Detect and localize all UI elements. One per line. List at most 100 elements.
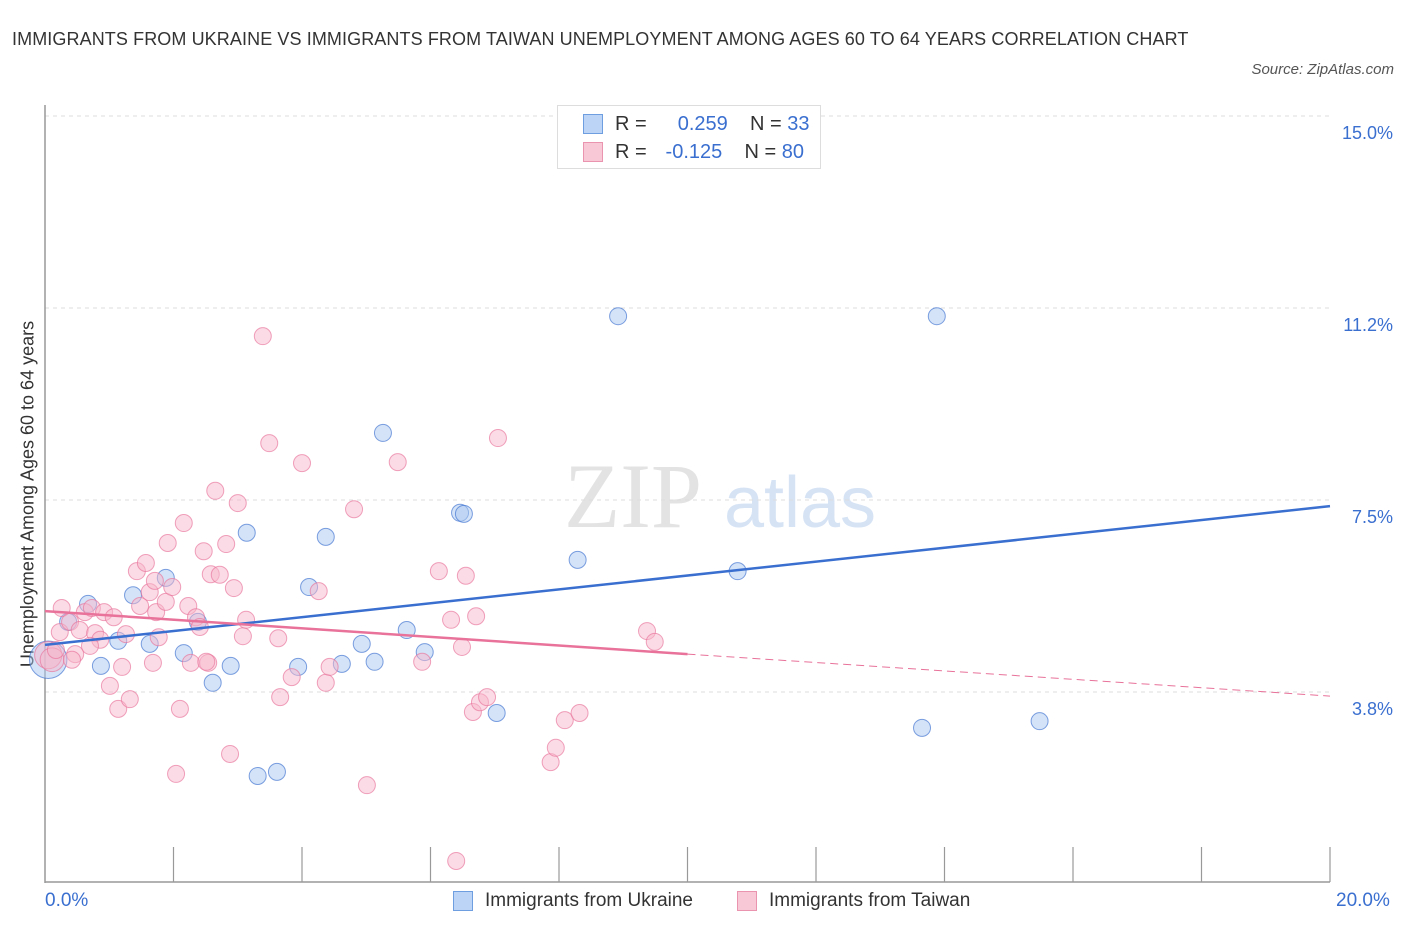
- taiwan-point: [194, 542, 213, 561]
- taiwan-point: [271, 688, 290, 707]
- chart-title: IMMIGRANTS FROM UKRAINE VS IMMIGRANTS FR…: [12, 29, 1189, 49]
- taiwan-point: [316, 673, 335, 692]
- taiwan-point: [181, 653, 200, 672]
- ukraine-point: [487, 703, 506, 722]
- ukraine-trend-line: [44, 504, 1331, 647]
- taiwan-point: [145, 571, 164, 590]
- taiwan-point: [388, 453, 407, 472]
- r-label: R =: [615, 140, 647, 163]
- taiwan-point: [116, 625, 135, 644]
- taiwan-point: [555, 711, 574, 730]
- watermark-atlas: atlas: [724, 463, 876, 543]
- taiwan-point: [113, 657, 132, 676]
- ukraine-point: [1030, 712, 1049, 731]
- taiwan-point: [62, 650, 81, 669]
- y-tick-label: 3.8%: [1352, 699, 1393, 719]
- ukraine-point: [237, 523, 256, 542]
- ukraine-point: [454, 504, 473, 523]
- x-tick-label-min: 0.0%: [45, 890, 89, 911]
- taiwan-point: [217, 535, 236, 554]
- watermark-zip: ZIP: [564, 445, 702, 547]
- taiwan-point: [70, 621, 89, 640]
- taiwan-point: [345, 500, 364, 519]
- taiwan-point: [320, 657, 339, 676]
- taiwan-point: [442, 610, 461, 629]
- taiwan-swatch: [583, 142, 603, 162]
- ukraine-point: [203, 673, 222, 692]
- taiwan-point: [260, 434, 279, 453]
- taiwan-point: [197, 652, 216, 671]
- taiwan-point: [357, 776, 376, 795]
- taiwan-point: [224, 579, 243, 598]
- taiwan-point: [546, 738, 565, 757]
- r-label: R =: [615, 112, 647, 135]
- taiwan-point: [221, 744, 240, 763]
- y-tick-label: 7.5%: [1352, 507, 1393, 527]
- taiwan-point: [570, 703, 589, 722]
- taiwan-point: [282, 668, 301, 687]
- legend-row-ukraine: R = 0.259 N = 33: [583, 112, 810, 136]
- n-value: 80: [781, 140, 804, 163]
- taiwan-point: [210, 565, 229, 584]
- taiwan-point: [447, 851, 466, 870]
- legend-row-taiwan: R = -0.125 N = 80: [583, 140, 804, 164]
- ukraine-point: [568, 550, 587, 569]
- taiwan-point: [309, 582, 328, 601]
- taiwan-point: [109, 699, 128, 718]
- ukraine-point: [927, 307, 946, 326]
- r-value: 0.259: [677, 112, 728, 135]
- taiwan-swatch: [737, 891, 757, 911]
- legend-item-taiwan: Immigrants from Taiwan: [737, 890, 970, 912]
- taiwan-point: [143, 653, 162, 672]
- taiwan-point: [467, 607, 486, 626]
- ukraine-swatch: [453, 891, 473, 911]
- taiwan-point: [233, 627, 252, 646]
- ukraine-point: [91, 656, 110, 675]
- ukraine-point: [609, 307, 628, 326]
- taiwan-point: [645, 632, 664, 651]
- ukraine-point: [373, 423, 392, 442]
- ukraine-point: [352, 634, 371, 653]
- taiwan-point: [100, 676, 119, 695]
- ukraine-point: [316, 527, 335, 546]
- ukraine-point: [913, 718, 932, 737]
- taiwan-point: [456, 566, 475, 585]
- taiwan-point: [136, 553, 155, 572]
- taiwan-point: [478, 688, 497, 707]
- taiwan-point: [46, 641, 65, 660]
- ukraine-point: [365, 652, 384, 671]
- r-value: -0.125: [665, 140, 723, 163]
- taiwan-point: [163, 578, 182, 597]
- legend-item-ukraine: Immigrants from Ukraine: [453, 890, 693, 912]
- taiwan-point: [156, 592, 175, 611]
- taiwan-trend-line: [44, 609, 688, 656]
- x-tick-label-max: 20.0%: [1336, 890, 1390, 911]
- taiwan-point: [488, 429, 507, 448]
- taiwan-point: [120, 690, 139, 709]
- legend-label: Immigrants from Taiwan: [769, 890, 971, 911]
- taiwan-point: [170, 699, 189, 718]
- taiwan-point: [429, 562, 448, 581]
- taiwan-point: [206, 481, 225, 500]
- stats-legend: R = 0.259 N = 33 R = -0.125 N = 80: [557, 105, 821, 169]
- taiwan-point: [269, 629, 288, 648]
- n-label: N =: [744, 140, 777, 163]
- n-value: 33: [787, 112, 810, 135]
- taiwan-point: [174, 514, 193, 533]
- taiwan-point: [131, 596, 150, 615]
- legend-label: Immigrants from Ukraine: [485, 890, 693, 911]
- taiwan-point: [413, 652, 432, 671]
- taiwan-point: [293, 454, 311, 473]
- taiwan-point: [158, 534, 177, 553]
- y-tick-label: 15.0%: [1342, 123, 1393, 143]
- ukraine-point: [267, 762, 286, 781]
- source-label: Source: ZipAtlas.com: [1251, 61, 1394, 78]
- ukraine-point: [221, 656, 240, 675]
- taiwan-point: [167, 764, 186, 783]
- y-tick-label: 11.2%: [1343, 315, 1393, 335]
- ukraine-swatch: [583, 114, 603, 134]
- taiwan-point: [253, 327, 272, 346]
- taiwan-point: [228, 494, 247, 513]
